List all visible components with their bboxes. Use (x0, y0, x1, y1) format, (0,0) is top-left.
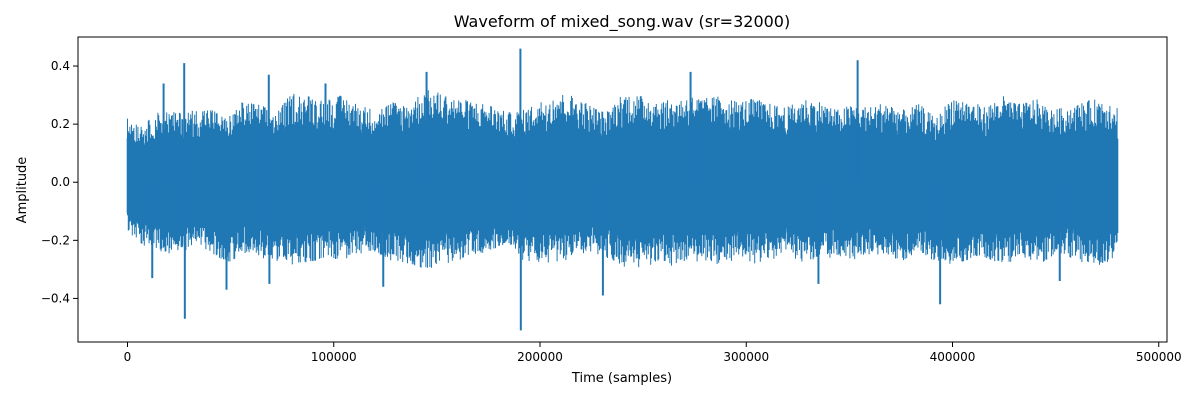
chart-title: Waveform of mixed_song.wav (sr=32000) (454, 12, 790, 32)
y-tick-label: 0.2 (51, 117, 70, 131)
x-axis-label: Time (samples) (571, 371, 672, 386)
x-tick-label: 100000 (311, 350, 357, 364)
x-axis: 0 100000 200000 300000 400000 500000 (124, 342, 1182, 364)
waveform-line (127, 90, 1118, 268)
x-tick-label: 200000 (517, 350, 563, 364)
x-tick-label: 0 (124, 350, 132, 364)
x-tick-label: 300000 (723, 350, 769, 364)
x-tick-label: 400000 (930, 350, 976, 364)
x-tick-label: 500000 (1136, 350, 1182, 364)
y-tick-label: −0.4 (41, 291, 70, 305)
y-axis-label: Amplitude (15, 157, 30, 224)
y-tick-label: 0.4 (51, 59, 70, 73)
y-axis: −0.4 −0.2 0.0 0.2 0.4 (41, 59, 78, 305)
y-tick-label: −0.2 (41, 233, 70, 247)
plot-area (126, 48, 1119, 331)
axes-frame (77, 36, 1168, 343)
y-tick-label: 0.0 (51, 175, 70, 189)
